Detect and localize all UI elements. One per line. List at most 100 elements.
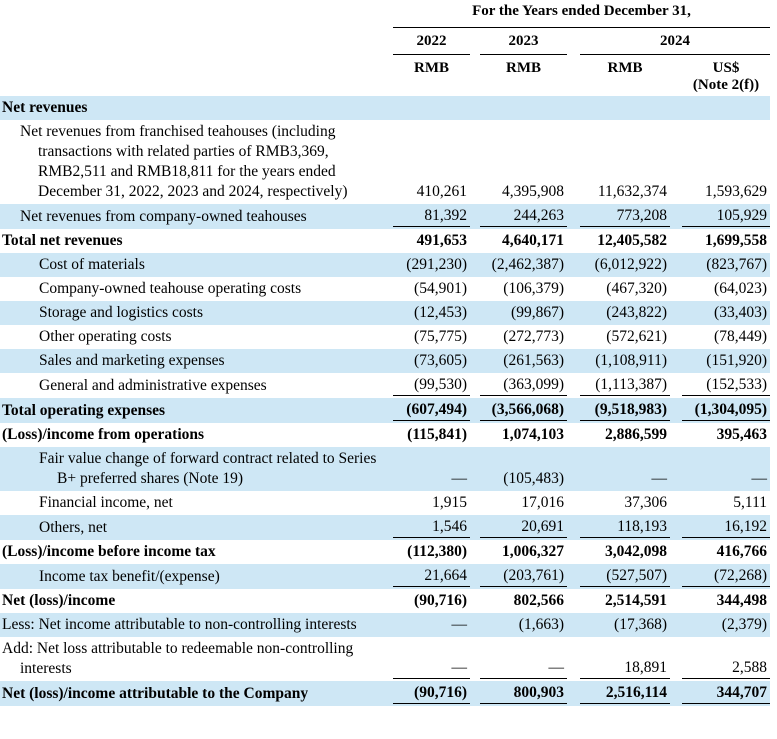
cell-2024-usd: (823,767) bbox=[706, 256, 767, 273]
cell-2023-rmb: 20,691 bbox=[480, 517, 567, 538]
row-label: Net revenues bbox=[2, 99, 88, 116]
unit-currency: US$ bbox=[712, 60, 740, 76]
cell-2024-rmb: (1,113,387) bbox=[580, 375, 670, 396]
cell-2023-rmb: 4,395,908 bbox=[502, 183, 564, 200]
cell-2024-rmb: 12,405,582 bbox=[597, 232, 667, 249]
table-row: Fair value change of forward contract re… bbox=[0, 447, 770, 491]
cell-2024-rmb: 118,193 bbox=[580, 517, 670, 538]
table-row: Other operating costs (75,775) (272,773) (5… bbox=[0, 325, 770, 349]
cell-2024-usd: 416,766 bbox=[716, 543, 767, 560]
year-column-2022: 2022 bbox=[393, 28, 470, 55]
cell-2024-rmb: — bbox=[651, 470, 668, 487]
cell-2023-rmb: (203,761) bbox=[480, 566, 567, 587]
cell-2024-rmb: 37,306 bbox=[624, 494, 667, 511]
table-header-units: RMB RMB RMB US$ (Note 2(f)) bbox=[0, 55, 770, 96]
cell-2024-rmb: (527,507) bbox=[580, 566, 670, 587]
unit-label-2024-usd: US$ (Note 2(f)) bbox=[682, 55, 770, 96]
cell-2024-rmb: 2,886,599 bbox=[605, 426, 667, 443]
cell-2023-rmb: (1,663) bbox=[518, 616, 564, 633]
table-row: Financial income, net 1,915 17,016 37,306 5,… bbox=[0, 491, 770, 515]
row-label: Net (loss)/income attributable to the Co… bbox=[2, 685, 309, 702]
cell-2024-rmb: 2,516,114 bbox=[580, 683, 670, 704]
row-label: Total operating expenses bbox=[2, 402, 166, 419]
table-row: Net (loss)/income (90,716) 802,566 2,514,59… bbox=[0, 589, 770, 613]
cell-2022-rmb: (75,775) bbox=[414, 328, 467, 345]
table-row: Total operating expenses (607,494) (3,566,… bbox=[0, 398, 770, 423]
table-row: Net revenues from franchised teahouses (… bbox=[0, 120, 770, 204]
table-row: Add: Net loss attributable to redeemable… bbox=[0, 637, 770, 681]
cell-2023-rmb: 1,006,327 bbox=[502, 543, 564, 560]
cell-2024-rmb: (243,822) bbox=[606, 304, 667, 321]
table-row: Others, net 1,546 20,691 118,193 16,192 bbox=[0, 515, 770, 540]
cell-2022-rmb: — bbox=[451, 470, 468, 487]
cell-2024-usd: (72,268) bbox=[682, 566, 770, 587]
cell-2023-rmb: 244,263 bbox=[480, 206, 567, 227]
cell-2024-usd: 2,588 bbox=[682, 658, 770, 679]
table-row: Less: Net income attributable to non-con… bbox=[0, 613, 770, 637]
cell-2023-rmb: (261,563) bbox=[503, 352, 564, 369]
cell-2024-usd: 105,929 bbox=[682, 206, 770, 227]
table-row: General and administrative expenses (99,5… bbox=[0, 373, 770, 398]
row-label: Storage and logistics costs bbox=[39, 304, 204, 321]
row-label: (Loss)/income before income tax bbox=[2, 543, 216, 560]
table-row: Total net revenues 491,653 4,640,171 12,405… bbox=[0, 229, 770, 253]
cell-2022-rmb: (90,716) bbox=[414, 592, 467, 609]
cell-2024-usd: 5,111 bbox=[733, 494, 767, 511]
unit-currency: RMB bbox=[506, 60, 541, 76]
unit-label-2022-rmb: RMB bbox=[393, 55, 470, 79]
cell-2024-usd: (152,533) bbox=[682, 375, 770, 396]
cell-2022-rmb: (90,716) bbox=[393, 683, 470, 704]
cell-2022-rmb: — bbox=[393, 658, 470, 679]
year-column-2023: 2023 bbox=[480, 28, 567, 55]
cell-2022-rmb: (115,841) bbox=[407, 426, 467, 443]
cell-2023-rmb: (363,099) bbox=[480, 375, 567, 396]
table-row: Net (loss)/income attributable to the Co… bbox=[0, 681, 770, 706]
cell-2023-rmb: (105,483) bbox=[503, 470, 564, 487]
cell-2023-rmb: 17,016 bbox=[521, 494, 564, 511]
cell-2023-rmb: (2,462,387) bbox=[491, 256, 564, 273]
row-label: Company-owned teahouse operating costs bbox=[39, 280, 302, 297]
row-label: Cost of materials bbox=[39, 256, 145, 273]
cell-2022-rmb: 1,546 bbox=[393, 517, 470, 538]
table-row: Company-owned teahouse operating costs (5… bbox=[0, 277, 770, 301]
cell-2024-usd: 344,498 bbox=[716, 592, 767, 609]
cell-2024-usd: 1,593,629 bbox=[705, 183, 767, 200]
row-label: Fair value change of forward contract re… bbox=[39, 450, 377, 487]
unit-currency: RMB bbox=[414, 60, 449, 76]
table-row: (Loss)/income from operations (115,841) 1,… bbox=[0, 423, 770, 447]
cell-2024-rmb: (6,012,922) bbox=[594, 256, 667, 273]
row-label: Income tax benefit/(expense) bbox=[39, 568, 220, 585]
cell-2022-rmb: 21,664 bbox=[393, 566, 470, 587]
row-label: Others, net bbox=[39, 519, 108, 536]
table-row: Storage and logistics costs (12,453) (99,8… bbox=[0, 301, 770, 325]
cell-2023-rmb: — bbox=[480, 658, 567, 679]
table-row: (Loss)/income before income tax (112,380)… bbox=[0, 540, 770, 564]
cell-2024-rmb: 2,514,591 bbox=[605, 592, 667, 609]
cell-2023-rmb: 800,903 bbox=[480, 683, 567, 704]
cell-2022-rmb: (12,453) bbox=[414, 304, 467, 321]
cell-2024-usd: (151,920) bbox=[706, 352, 767, 369]
cell-2024-usd: — bbox=[751, 470, 768, 487]
table-row: Sales and marketing expenses (73,605) (261… bbox=[0, 349, 770, 373]
cell-2024-rmb: (17,368) bbox=[614, 616, 667, 633]
cell-2024-usd: (2,379) bbox=[721, 616, 767, 633]
table-header-period: For the Years ended December 31, bbox=[0, 0, 770, 28]
cell-2022-rmb: 1,915 bbox=[432, 494, 467, 511]
row-label: Net (loss)/income bbox=[2, 592, 116, 609]
income-statement-table: For the Years ended December 31, 2022 20… bbox=[0, 0, 770, 706]
cell-2022-rmb: 81,392 bbox=[393, 206, 470, 227]
table-body: Net revenues Net revenues from franchised… bbox=[0, 96, 770, 706]
row-label: General and administrative expenses bbox=[39, 377, 267, 394]
table-row: Cost of materials (291,230) (2,462,387) (6,… bbox=[0, 253, 770, 277]
cell-2024-rmb: (1,108,911) bbox=[595, 352, 667, 369]
unit-note-reference: (Note 2(f)) bbox=[692, 77, 760, 93]
cell-2023-rmb: 4,640,171 bbox=[502, 232, 564, 249]
cell-2024-usd: (1,304,095) bbox=[682, 400, 770, 421]
row-label: Add: Net loss attributable to redeemable… bbox=[2, 640, 354, 677]
cell-2024-usd: 395,463 bbox=[716, 426, 767, 443]
cell-2022-rmb: (607,494) bbox=[393, 400, 470, 421]
cell-2023-rmb: 802,566 bbox=[513, 592, 564, 609]
table-row: Net revenues bbox=[0, 96, 770, 120]
cell-2023-rmb: (272,773) bbox=[503, 328, 564, 345]
cell-2024-rmb: 3,042,098 bbox=[605, 543, 667, 560]
